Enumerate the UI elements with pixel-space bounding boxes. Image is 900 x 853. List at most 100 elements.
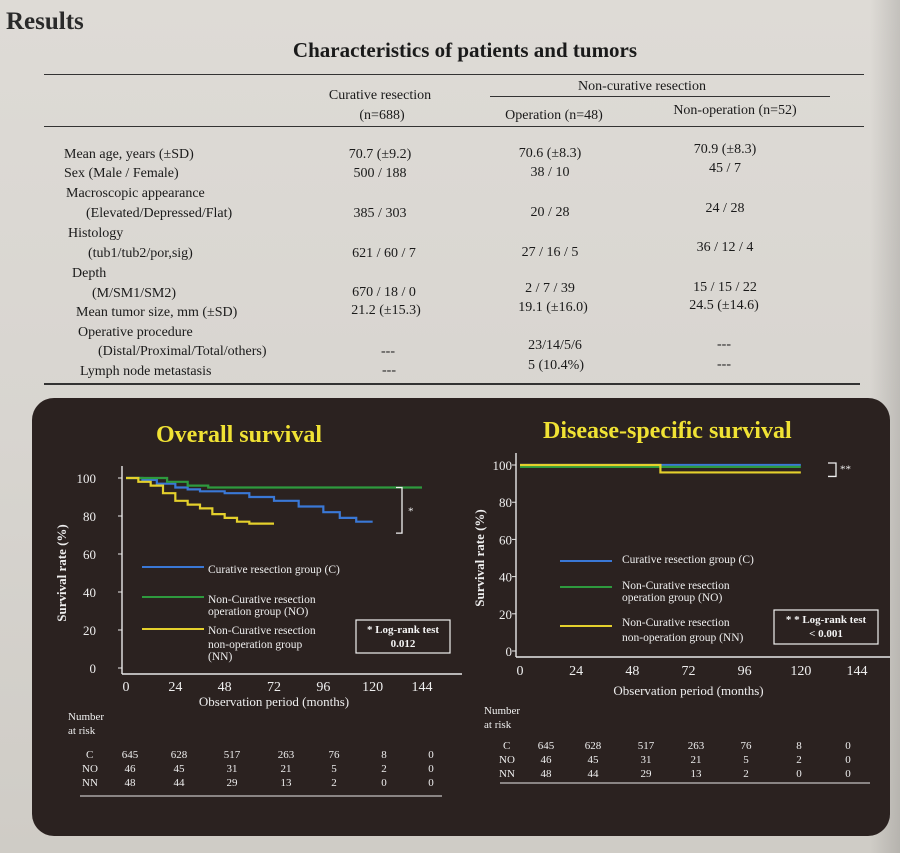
legend-label: Non-Curative resection	[622, 617, 730, 629]
risk-count: 76	[329, 749, 341, 761]
x-tick-label: 120	[362, 680, 383, 695]
legend-label: Non-Curative resection	[208, 594, 316, 606]
legend-label: non-operation group (NN)	[622, 632, 744, 644]
x-axis-label: Observation period (months)	[613, 683, 763, 698]
x-tick-label: 48	[218, 680, 232, 695]
significance-marker: **	[840, 464, 851, 476]
y-tick-label: 60	[83, 547, 96, 562]
y-tick-label: 80	[83, 509, 96, 524]
row-label: Mean tumor size, mm (±SD)	[76, 305, 238, 320]
row-label: Operative procedure	[78, 325, 193, 340]
row-label: Histology	[68, 226, 124, 241]
survival-curve-nn	[126, 476, 274, 525]
risk-group-label: C	[86, 749, 93, 761]
y-tick-label: 20	[499, 607, 512, 622]
risk-count: 645	[122, 749, 139, 761]
risk-count: 5	[331, 763, 337, 775]
risk-table-title: at risk	[68, 725, 96, 737]
significance-marker: *	[408, 505, 414, 517]
risk-count: 45	[588, 754, 600, 766]
risk-group-label: NN	[82, 777, 98, 789]
risk-count: 13	[281, 777, 293, 789]
cell-nonoperation: ---	[717, 337, 731, 352]
cell-curative: 500 / 188	[353, 166, 407, 181]
risk-count: 46	[125, 763, 137, 775]
risk-count: 0	[845, 754, 851, 766]
risk-table-title: Number	[68, 711, 104, 723]
risk-count: 517	[638, 740, 655, 752]
legend-label: (NN)	[208, 651, 232, 663]
header-nonoperation: Non-operation (n=52)	[673, 103, 797, 118]
header-operation: Operation (n=48)	[505, 108, 603, 123]
risk-count: 0	[845, 768, 851, 780]
dss-title: Disease-specific survival	[543, 418, 792, 444]
x-tick-label: 0	[123, 680, 130, 695]
risk-count: 13	[691, 768, 703, 780]
legend-label: Non-Curative resection	[208, 625, 316, 637]
cell-operation: 2 / 7 / 39	[525, 281, 575, 296]
survival-curve-c	[126, 476, 373, 523]
y-tick-label: 40	[83, 585, 96, 600]
risk-count: 46	[541, 754, 553, 766]
risk-count: 5	[743, 754, 749, 766]
risk-count: 628	[585, 740, 602, 752]
y-tick-label: 60	[499, 532, 512, 547]
cell-curative: 670 / 18 / 0	[352, 285, 416, 300]
x-tick-label: 144	[412, 680, 433, 695]
x-tick-label: 96	[316, 680, 330, 695]
x-tick-label: 144	[847, 664, 868, 679]
x-axis-label: Observation period (months)	[199, 694, 349, 709]
table-top-rule	[44, 74, 864, 75]
cell-operation: 19.1 (±16.0)	[518, 300, 588, 315]
risk-count: 2	[743, 768, 749, 780]
cell-nonoperation: ---	[717, 357, 731, 372]
row-label: (Distal/Proximal/Total/others)	[98, 344, 267, 359]
risk-count: 21	[691, 754, 702, 766]
risk-count: 45	[174, 763, 186, 775]
log-rank-box	[773, 609, 879, 645]
cell-nonoperation: 24 / 28	[705, 201, 745, 216]
cell-nonoperation: 70.9 (±8.3)	[693, 142, 757, 157]
risk-count: 517	[224, 749, 241, 761]
risk-count: 8	[381, 749, 387, 761]
x-tick-label: 72	[267, 680, 281, 695]
cell-operation: 23/14/5/6	[528, 338, 582, 353]
log-rank-label: * * Log-rank test	[786, 614, 867, 626]
risk-count: 31	[227, 763, 238, 775]
x-tick-label: 24	[168, 680, 182, 695]
x-tick-label: 72	[682, 664, 696, 679]
row-label: (M/SM1/SM2)	[92, 286, 177, 301]
risk-count: 21	[281, 763, 292, 775]
risk-count: 263	[278, 749, 295, 761]
cell-curative: 621 / 60 / 7	[352, 246, 416, 261]
y-tick-label: 100	[77, 471, 97, 486]
survival-panel: Overall survival Disease-specific surviv…	[32, 398, 890, 836]
y-axis-label: Survival rate (%)	[54, 524, 69, 621]
cell-operation: 27 / 16 / 5	[521, 245, 579, 260]
risk-table-title: Number	[484, 705, 520, 717]
row-label: Depth	[72, 266, 107, 281]
risk-count: 29	[641, 768, 653, 780]
risk-table-title: at risk	[484, 719, 512, 731]
cell-curative: 21.2 (±15.3)	[351, 303, 421, 318]
overall-survival-title: Overall survival	[156, 422, 322, 448]
log-rank-value: 0.012	[391, 638, 416, 650]
risk-count: 0	[428, 777, 434, 789]
risk-count: 0	[428, 749, 434, 761]
risk-count: 2	[381, 763, 387, 775]
risk-count: 44	[588, 768, 600, 780]
header-curative: Curative resection	[328, 88, 432, 103]
cell-operation: 70.6 (±8.3)	[518, 146, 582, 161]
noncurative-rule	[490, 96, 830, 97]
y-tick-label: 0	[506, 644, 513, 659]
risk-count: 2	[796, 754, 802, 766]
legend-label: non-operation group	[208, 639, 302, 651]
risk-group-label: NN	[499, 768, 515, 780]
x-tick-label: 96	[738, 664, 752, 679]
y-tick-label: 80	[499, 495, 512, 510]
cell-operation: 20 / 28	[530, 205, 570, 220]
x-tick-label: 0	[517, 664, 524, 679]
row-label: Macroscopic appearance	[66, 186, 205, 201]
row-label: Sex (Male / Female)	[64, 166, 179, 181]
table-title: Characteristics of patients and tumors	[292, 38, 638, 62]
